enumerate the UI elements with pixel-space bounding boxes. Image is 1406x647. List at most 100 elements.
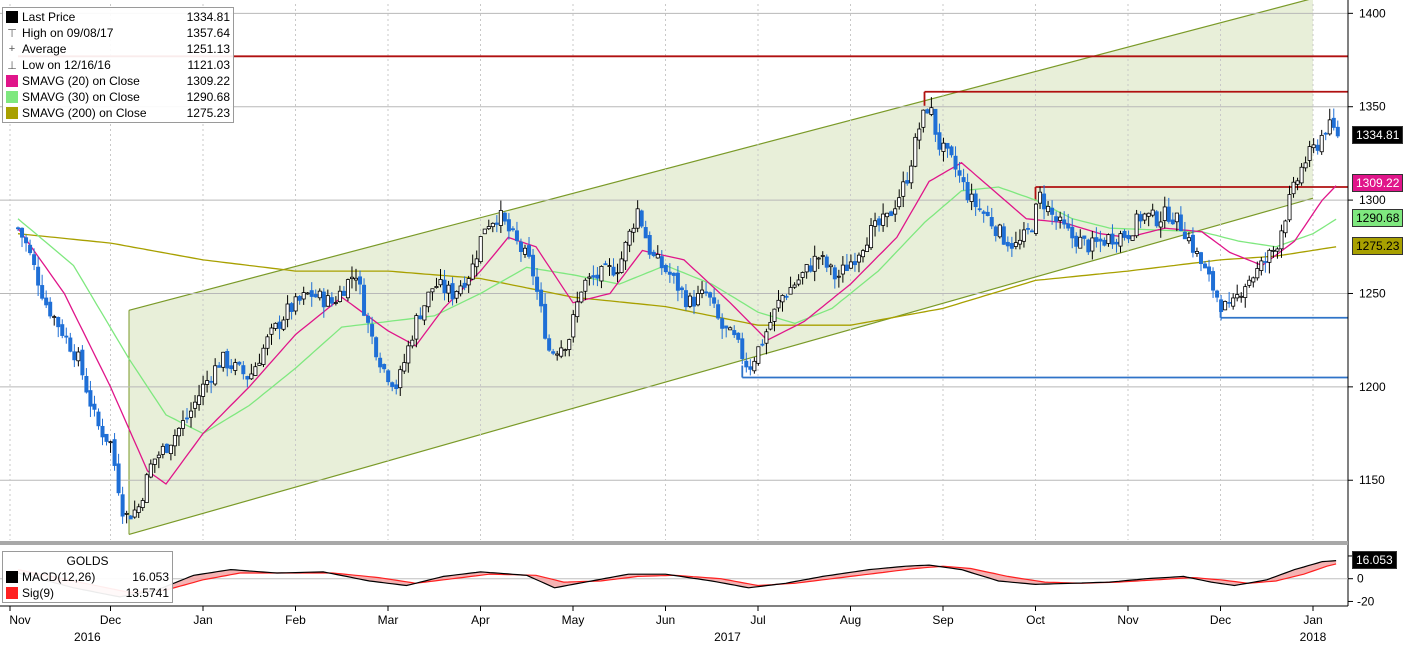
candle-down	[229, 365, 234, 370]
candle-up	[337, 290, 342, 303]
candle-up	[893, 208, 898, 215]
legend-value: 16.053	[132, 570, 169, 584]
price-tick-label: 1200	[1359, 380, 1386, 394]
candle-down	[808, 265, 813, 272]
candle-up	[293, 296, 298, 312]
month-label: Dec	[1210, 613, 1231, 627]
candle-down	[953, 155, 958, 170]
candle-down	[100, 425, 105, 438]
candle-up	[780, 295, 785, 303]
candle-down	[595, 274, 600, 279]
year-label: 2016	[74, 630, 101, 644]
candle-up	[193, 401, 198, 409]
candle-down	[732, 330, 737, 336]
legend-row: ⊤ High on 09/08/17 1357.64	[6, 25, 230, 41]
candle-up	[422, 305, 427, 321]
candle-down	[104, 433, 109, 442]
candle-up	[136, 506, 141, 513]
month-label: Oct	[1026, 613, 1045, 627]
candle-down	[671, 272, 676, 276]
candle-up	[414, 315, 419, 340]
candle-up	[438, 279, 443, 286]
candle-down	[241, 365, 246, 375]
time-axis: Nov Dec Jan Feb Mar Apr May Jun Jul Aug Sep Oct Nov D…	[0, 605, 1348, 644]
moving-average-lines	[17, 161, 1337, 485]
candle-down	[704, 291, 709, 294]
month-label: Apr	[471, 613, 490, 627]
candle-up	[1194, 251, 1199, 254]
legend-row: SMAVG (20) on Close 1309.22	[6, 73, 230, 89]
legend-value: 13.5741	[125, 586, 169, 600]
price-legend: Last Price 1334.81 ⊤ High on 09/08/17 1357.6…	[2, 7, 234, 123]
candle-down	[989, 217, 994, 227]
candle-up	[792, 284, 797, 288]
candle-up	[1017, 239, 1022, 245]
legend-swatch	[6, 75, 18, 87]
price-tick-label: 1350	[1359, 100, 1386, 114]
candle-up	[921, 109, 926, 128]
candle-up	[1046, 206, 1051, 213]
candle-up	[434, 286, 439, 289]
candle-down	[832, 267, 837, 280]
candle-down	[949, 146, 954, 156]
candle-up	[1283, 220, 1288, 234]
candle-down	[993, 226, 998, 237]
price-value-tag: 1290.68	[1352, 208, 1404, 227]
candle-up	[301, 292, 306, 300]
candle-down	[1074, 235, 1079, 247]
candle-up	[253, 366, 258, 376]
candle-up	[856, 254, 861, 263]
candle-up	[1287, 194, 1292, 221]
candle-down	[539, 289, 544, 307]
candle-down	[1227, 301, 1232, 304]
price-tick-label: 1150	[1359, 473, 1385, 487]
candle-down	[209, 380, 214, 383]
candle-down	[366, 315, 371, 323]
candle-up	[446, 284, 451, 294]
candle-up	[969, 193, 974, 202]
candle-down	[1170, 219, 1175, 225]
candle-up	[635, 208, 640, 229]
candle-up	[869, 225, 874, 249]
panel-divider[interactable]	[0, 541, 1348, 545]
candle-down	[341, 290, 346, 296]
legend-value: 1251.13	[186, 42, 230, 56]
macd-panel: 200-20	[0, 549, 1375, 608]
candle-up	[800, 272, 805, 278]
legend-label: SMAVG (20) on Close	[22, 74, 140, 88]
macd-legend: GOLDS MACD(12,26) 16.053 Sig(9) 13.5741	[2, 551, 173, 603]
candle-down	[720, 318, 725, 329]
candle-down	[1062, 219, 1067, 225]
candle-down	[659, 256, 664, 269]
candle-up	[221, 351, 226, 368]
candle-up	[579, 291, 584, 303]
candle-down	[691, 296, 696, 307]
macd-tick-label: 0	[1357, 572, 1364, 586]
candle-down	[945, 142, 950, 149]
candle-down	[1219, 299, 1224, 312]
candle-down	[603, 263, 608, 266]
candle-down	[1122, 230, 1127, 238]
candle-up	[265, 336, 270, 349]
candle-up	[325, 295, 330, 307]
candle-down	[679, 287, 684, 291]
legend-value: 1357.64	[186, 26, 230, 40]
candle-up	[885, 212, 890, 218]
candle-up	[1311, 144, 1316, 149]
sma20-line	[17, 161, 1337, 485]
candle-down	[551, 351, 556, 354]
candle-down	[518, 241, 523, 252]
candle-up	[860, 250, 865, 258]
candle-up	[555, 353, 560, 356]
candle-down	[44, 297, 49, 306]
month-label: Dec	[100, 613, 121, 627]
candle-up	[470, 263, 475, 280]
candle-up	[1058, 216, 1063, 221]
candle-down	[535, 276, 540, 292]
candle-down	[543, 303, 548, 339]
candle-down	[88, 390, 93, 407]
candle-up	[1295, 180, 1300, 185]
candle-up	[909, 165, 914, 184]
candle-down	[985, 211, 990, 217]
candle-up	[631, 227, 636, 233]
